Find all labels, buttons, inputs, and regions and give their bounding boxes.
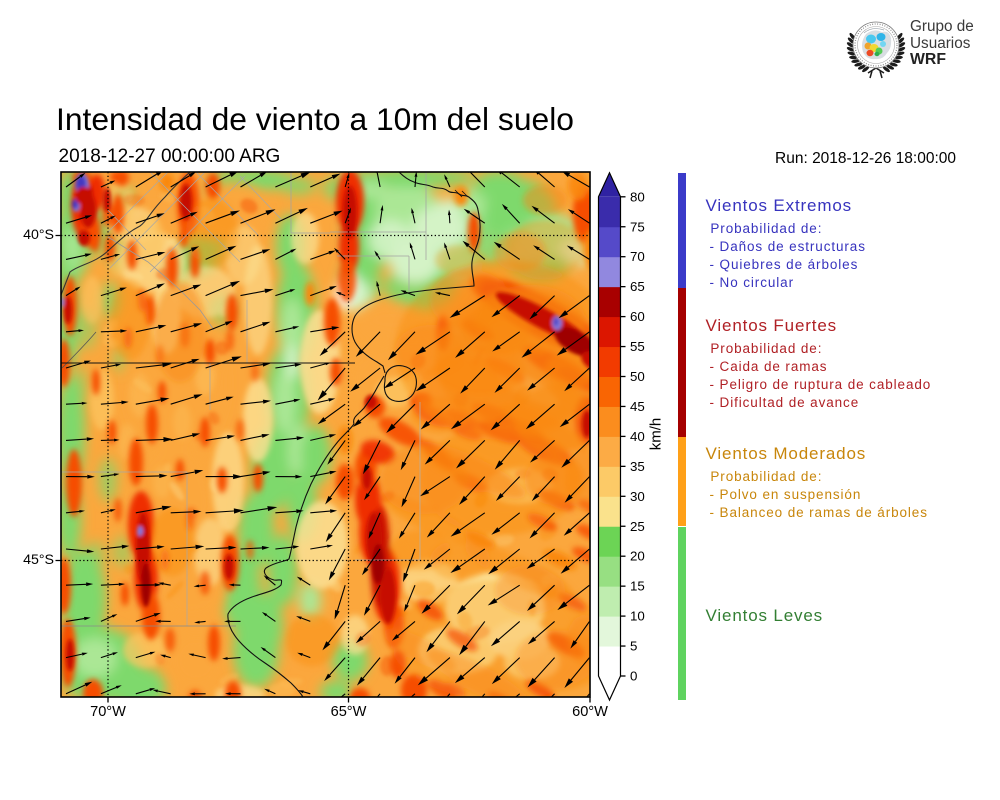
svg-text:55: 55 bbox=[630, 339, 645, 354]
svg-text:35: 35 bbox=[630, 459, 645, 474]
svg-text:25: 25 bbox=[630, 519, 645, 534]
svg-text:10: 10 bbox=[630, 609, 645, 624]
svg-text:45: 45 bbox=[630, 399, 645, 414]
svg-text:km/h: km/h bbox=[648, 418, 665, 451]
svg-text:40: 40 bbox=[630, 429, 645, 444]
svg-text:5: 5 bbox=[630, 639, 637, 654]
svg-text:0: 0 bbox=[630, 669, 637, 684]
svg-text:30: 30 bbox=[630, 489, 645, 504]
svg-text:50: 50 bbox=[630, 369, 645, 384]
svg-text:60: 60 bbox=[630, 309, 645, 324]
svg-text:65: 65 bbox=[630, 279, 645, 294]
svg-text:75: 75 bbox=[630, 219, 645, 234]
svg-text:80: 80 bbox=[630, 189, 645, 204]
svg-text:70: 70 bbox=[630, 249, 645, 264]
svg-text:15: 15 bbox=[630, 579, 645, 594]
svg-text:20: 20 bbox=[630, 549, 645, 564]
